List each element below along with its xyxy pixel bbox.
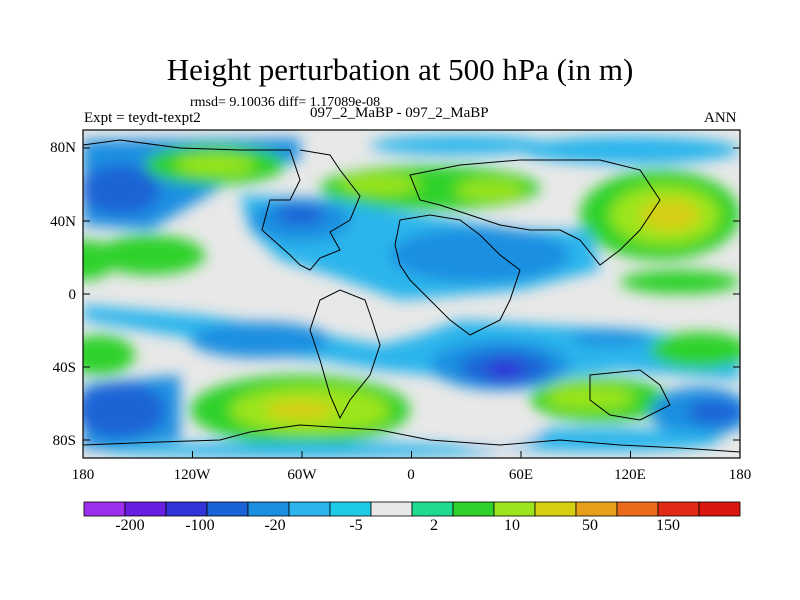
- colorbar-label: 50: [582, 517, 598, 534]
- lat-label-40n: 40N: [50, 214, 76, 230]
- lon-label-60e: 60E: [508, 467, 534, 483]
- experiment-label: Expt = teydt-texpt2: [84, 110, 201, 126]
- lat-label-40s: 40S: [52, 360, 76, 376]
- colorbar-swatch: [575, 501, 618, 517]
- lat-label-0: 0: [68, 287, 77, 303]
- colorbar-swatch: [411, 501, 454, 517]
- lon-label-180w: 180: [71, 467, 95, 483]
- colorbar-label: -20: [264, 517, 286, 534]
- colorbar-swatch: [206, 501, 249, 517]
- colorbar-swatch: [329, 501, 372, 517]
- colorbar-label: 150: [656, 517, 680, 534]
- colorbar-swatch: [616, 501, 659, 517]
- lat-label-80n: 80N: [50, 140, 76, 156]
- colorbar-swatch: [288, 501, 331, 517]
- colorbar-label: 10: [504, 517, 520, 534]
- lon-label-60w: 60W: [287, 467, 317, 483]
- colorbar-label: -100: [185, 517, 215, 534]
- colorbar-label: -200: [115, 517, 145, 534]
- colorbar-swatch: [657, 501, 700, 517]
- colorbar-swatch: [493, 501, 536, 517]
- colorbar-swatch: [452, 501, 495, 517]
- colorbar-label: -5: [349, 517, 363, 534]
- case-label: 097_2_MaBP - 097_2_MaBP: [310, 105, 489, 121]
- map-title: Height perturbation at 500 hPa (in m): [166, 52, 634, 87]
- colorbar-swatch: [83, 501, 126, 517]
- colorbar: [83, 501, 741, 517]
- season-label: ANN: [704, 110, 737, 126]
- lat-label-80s: 80S: [52, 433, 76, 449]
- colorbar-swatch: [534, 501, 577, 517]
- lon-label-120e: 120E: [614, 467, 646, 483]
- colorbar-swatch: [165, 501, 208, 517]
- colorbar-label: 2: [430, 517, 438, 534]
- colorbar-swatch: [370, 501, 413, 517]
- rmsd-stats: rmsd= 9.10036 diff= 1.17089e-08: [190, 95, 381, 110]
- lon-label-0: 0: [407, 467, 415, 483]
- lon-label-180e: 180: [728, 467, 752, 483]
- colorbar-swatch: [124, 501, 167, 517]
- lon-label-120w: 120W: [173, 467, 211, 483]
- colorbar-swatch: [698, 501, 741, 517]
- colorbar-swatch: [247, 501, 290, 517]
